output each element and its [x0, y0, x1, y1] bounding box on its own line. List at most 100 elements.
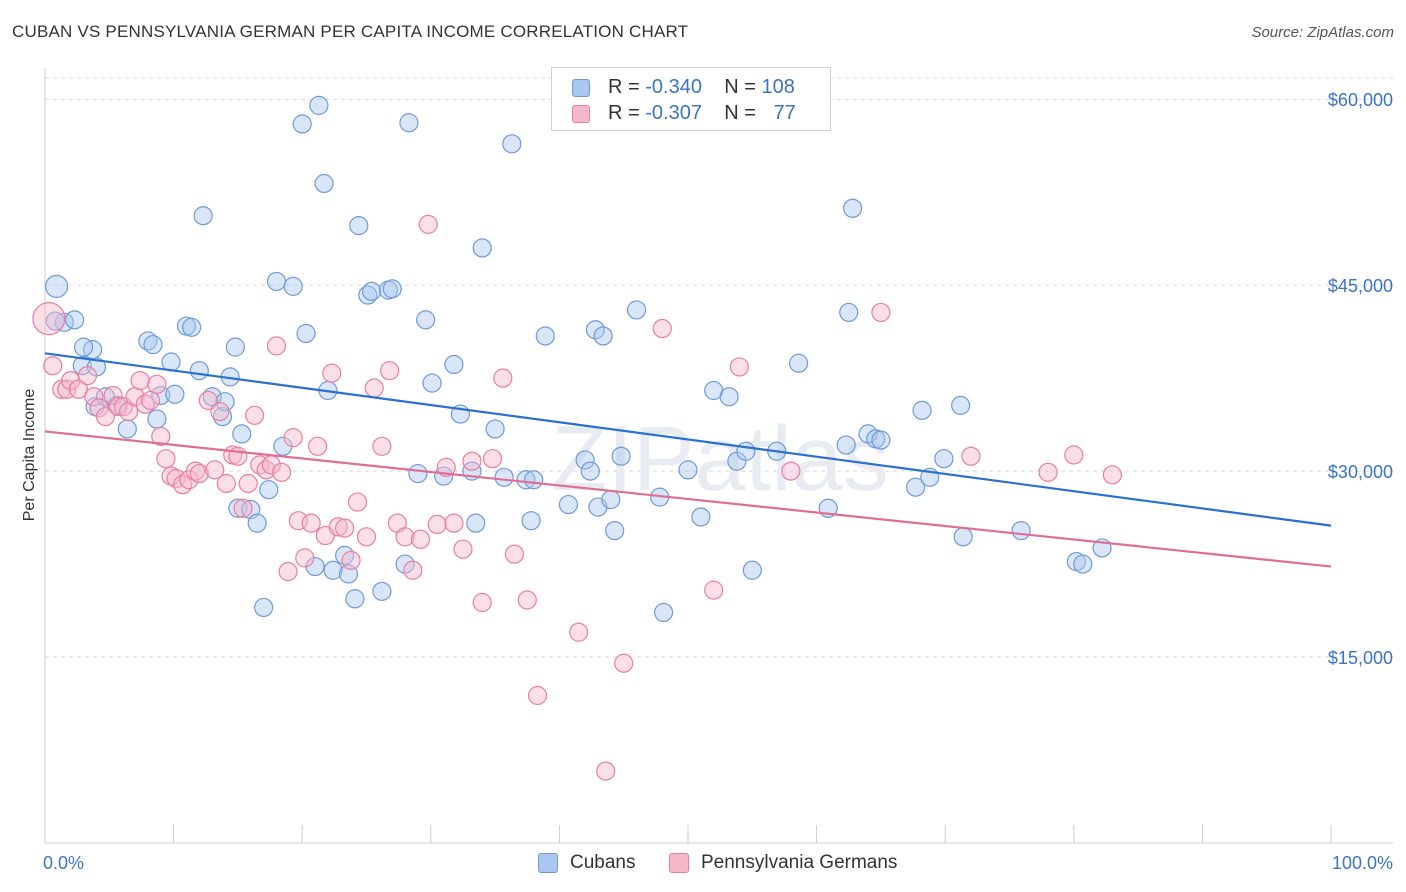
data-point — [68, 379, 89, 399]
data-point — [356, 527, 377, 547]
data-point — [871, 430, 891, 450]
data-point — [358, 285, 378, 305]
data-point — [189, 463, 209, 484]
data-point — [504, 544, 524, 564]
data-point — [485, 419, 505, 439]
data-point — [444, 513, 464, 533]
data-point — [266, 271, 287, 292]
data-point — [130, 370, 150, 391]
data-point — [247, 513, 267, 533]
data-point — [399, 113, 419, 133]
data-point — [1064, 445, 1084, 465]
data-point — [254, 597, 274, 618]
data-point — [301, 513, 321, 533]
data-point — [182, 317, 202, 337]
data-point — [77, 366, 98, 386]
data-point — [912, 400, 932, 420]
series-layer — [32, 95, 1122, 781]
data-point — [517, 590, 537, 610]
data-point — [524, 470, 544, 490]
trend-layer — [44, 352, 1332, 568]
legend-r-value: -0.340 — [645, 76, 702, 98]
data-point — [362, 281, 382, 301]
data-point — [345, 589, 365, 609]
data-point — [147, 409, 167, 429]
data-point — [205, 460, 225, 480]
series-cubans — [44, 95, 1112, 623]
legend-n-label: N = — [724, 76, 762, 98]
data-point — [278, 561, 298, 582]
data-point — [585, 320, 606, 340]
data-point — [678, 460, 698, 480]
source-label: Source: ZipAtlas.com — [1251, 24, 1394, 41]
data-point — [382, 279, 402, 299]
data-point — [410, 529, 431, 549]
data-point — [228, 446, 248, 466]
data-point — [216, 473, 236, 494]
bottom-legend-swatch-cubans — [538, 853, 558, 873]
data-point — [482, 449, 503, 469]
data-point — [233, 498, 253, 518]
data-point — [135, 394, 155, 414]
data-point — [44, 274, 69, 298]
data-point — [395, 527, 415, 547]
data-point — [1102, 465, 1122, 485]
data-point — [250, 455, 270, 475]
data-point — [652, 318, 672, 339]
data-point — [558, 494, 579, 515]
data-point — [272, 462, 292, 482]
data-point — [380, 361, 400, 381]
data-point — [193, 206, 213, 226]
data-point — [444, 354, 464, 375]
chart-title: CUBAN VS PENNSYLVANIA GERMAN PER CAPITA … — [12, 22, 689, 41]
data-point — [323, 560, 343, 580]
data-point — [427, 514, 447, 535]
data-point — [493, 368, 513, 388]
data-point — [309, 95, 329, 115]
x-tick-label-min: 0.0% — [43, 853, 84, 873]
data-point — [906, 477, 926, 497]
legend-swatch-pennsylvania-germans — [572, 105, 590, 123]
data-point — [788, 353, 809, 373]
data-point — [245, 405, 265, 425]
data-point — [729, 357, 750, 377]
data-point — [165, 384, 185, 404]
data-point — [259, 480, 279, 500]
data-point — [84, 387, 104, 407]
data-point — [283, 276, 303, 296]
data-point — [1038, 462, 1058, 482]
data-point — [215, 392, 235, 412]
legend-row-cubans: R = -0.340 N = 108 — [572, 76, 795, 102]
data-point — [516, 470, 536, 490]
data-point — [408, 463, 428, 484]
grid-lines — [45, 77, 1393, 658]
data-point — [156, 449, 176, 469]
trend-line-cubans — [44, 352, 1332, 527]
legend-row-pennsylvania-germans: R = -0.307 N = 77 — [572, 102, 796, 128]
data-point — [781, 461, 801, 481]
data-point — [403, 560, 423, 580]
data-point — [605, 520, 625, 541]
data-point — [73, 337, 94, 357]
data-point — [210, 401, 230, 422]
legend-n-value: 77 — [773, 102, 796, 124]
y-tick-label: $30,000 — [1328, 462, 1393, 482]
data-point — [328, 517, 348, 537]
bottom-legend-label-cubans: Cubans — [570, 852, 636, 873]
data-point — [418, 214, 438, 234]
legend-r-label: R = — [608, 102, 646, 124]
data-point — [871, 302, 891, 323]
data-point — [335, 518, 355, 538]
data-point — [521, 511, 541, 531]
data-point — [614, 653, 634, 673]
data-point — [691, 507, 711, 527]
x-tick-labels: 0.0% 100.0% — [43, 853, 1393, 873]
data-point — [843, 198, 863, 218]
data-point — [527, 685, 548, 706]
legend-n-label: N = — [724, 102, 762, 124]
data-point — [611, 446, 631, 466]
data-point — [173, 475, 193, 495]
data-point — [72, 356, 92, 376]
data-point — [143, 335, 163, 355]
data-point — [422, 373, 442, 393]
